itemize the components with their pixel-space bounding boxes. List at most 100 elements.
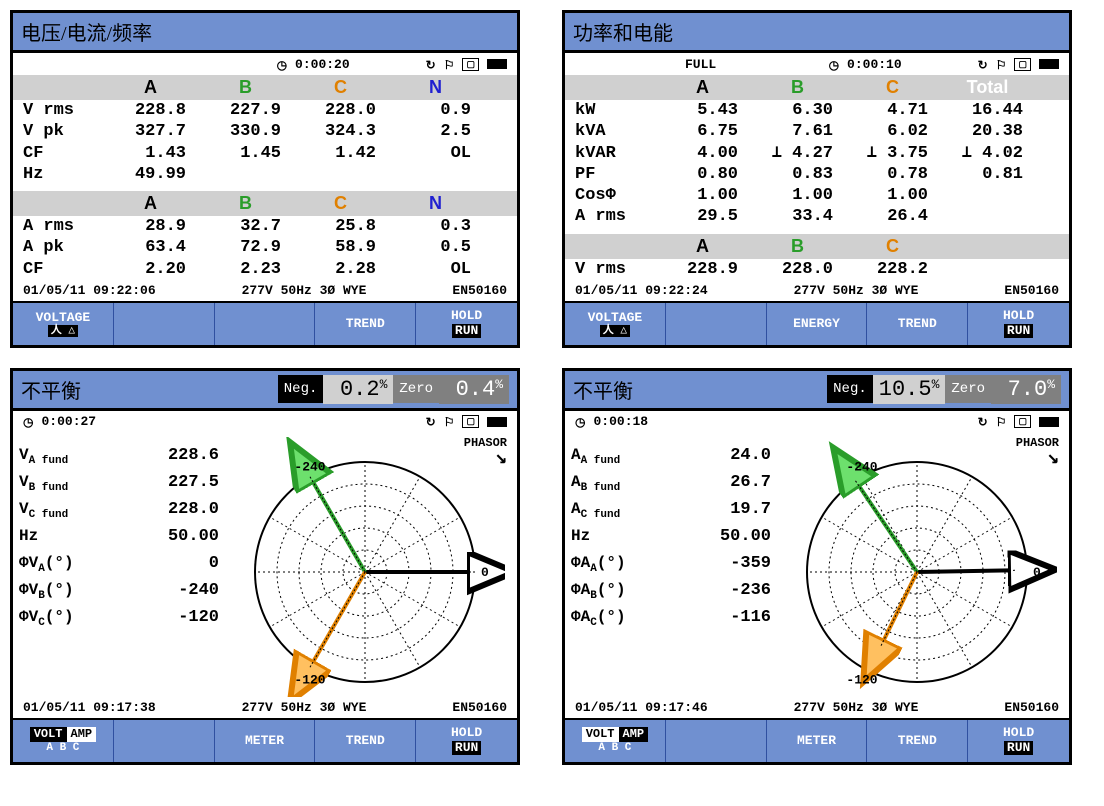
soft-keys: VOLTAMPA B C METER TREND HOLD RUN xyxy=(13,718,517,762)
softkey-trend[interactable]: TREND xyxy=(867,720,968,762)
neg-value: 10.5% xyxy=(873,375,946,404)
flag-icon xyxy=(444,414,455,429)
reading-row: Hz50.00 xyxy=(19,524,219,550)
softkey-volt-amp[interactable]: VOLTAMPA B C xyxy=(565,720,666,762)
title-bar: 不平衡 Neg. 0.2% Zero 0.4% xyxy=(13,371,517,411)
softkey-trend[interactable]: TREND xyxy=(315,720,416,762)
status-row: 0:00:20 ▢ xyxy=(13,53,517,75)
table-row: A rms 29.5 33.4 26.4 xyxy=(565,206,1069,227)
timer: 0:00:18 xyxy=(593,414,648,429)
col-a: A xyxy=(103,77,198,98)
config: 277V 50Hz 3Ø WYE xyxy=(242,283,367,298)
reading-row: Hz50.00 xyxy=(571,524,771,550)
reading-row: VA fund228.6 xyxy=(19,443,219,470)
readings-list: AA fund24.0AB fund26.7AC fund19.7Hz50.00… xyxy=(571,437,771,697)
phasor-svg: -240 -120 0 xyxy=(225,437,505,697)
softkey-volt-amp[interactable]: VOLTAMPA B C xyxy=(13,720,114,762)
softkey-voltage[interactable]: VOLTAGE 人 △ xyxy=(13,303,114,345)
softkey-energy[interactable]: ENERGY xyxy=(767,303,868,345)
table2-header: A B C N xyxy=(13,191,517,216)
table-row: kVAR 4.00 ⟂ 4.27 ⟂ 3.75 ⟂ 4.02 xyxy=(565,143,1069,164)
neg-label: Neg. xyxy=(827,375,873,403)
col-c: C xyxy=(293,77,388,98)
flag-icon xyxy=(444,57,455,72)
table-row: V rms 228.8 227.9 228.0 0.9 xyxy=(13,100,517,121)
softkey-hold-run[interactable]: HOLD RUN xyxy=(416,303,517,345)
svg-text:0: 0 xyxy=(481,565,489,580)
battery-icon xyxy=(1039,59,1059,69)
panel-unbalance-volt: 不平衡 Neg. 0.2% Zero 0.4% 0:00:27 ▢ VA fun… xyxy=(10,368,520,765)
status-row: 0:00:18 ▢ xyxy=(565,411,1069,433)
col-b: B xyxy=(198,77,293,98)
zero-value: 0.4% xyxy=(439,375,509,404)
softkey-hold-run[interactable]: HOLD RUN xyxy=(968,720,1069,762)
softkey-2[interactable] xyxy=(666,720,767,762)
table1-header: A B C Total xyxy=(565,75,1069,100)
timer: 0:00:27 xyxy=(41,414,96,429)
softkey-2[interactable] xyxy=(666,303,767,345)
reading-row: ΦVC(°)-120 xyxy=(19,605,219,632)
neg-label: Neg. xyxy=(278,375,324,403)
softkey-meter[interactable]: METER xyxy=(767,720,868,762)
panel-power: 功率和电能 FULL 0:00:10 ▢ A B C Total kW 5.43… xyxy=(562,10,1072,348)
phasor-diagram: PHASOR↘ -240 -120 0 xyxy=(219,437,511,697)
footer-info: 01/05/11 09:22:06 277V 50Hz 3Ø WYE EN501… xyxy=(13,280,517,301)
zero-label: Zero xyxy=(393,375,439,403)
table-row: CF 1.43 1.45 1.42 OL xyxy=(13,143,517,164)
svg-text:-240: -240 xyxy=(294,459,325,474)
softkey-meter[interactable]: METER xyxy=(215,720,316,762)
cycle-icon xyxy=(426,57,436,72)
softkey-hold-run[interactable]: HOLD RUN xyxy=(416,720,517,762)
reading-row: AB fund26.7 xyxy=(571,470,771,497)
flag-icon xyxy=(996,57,1007,72)
soft-keys: VOLTAGE 人 △ ENERGY TREND HOLD RUN xyxy=(565,301,1069,345)
softkey-hold-run[interactable]: HOLD RUN xyxy=(968,303,1069,345)
rec-icon: ▢ xyxy=(462,58,479,71)
reading-row: ΦAA(°)-359 xyxy=(571,551,771,578)
full-label: FULL xyxy=(685,57,716,72)
standard: EN50160 xyxy=(452,283,507,298)
reading-row: VC fund228.0 xyxy=(19,497,219,524)
softkey-2[interactable] xyxy=(114,720,215,762)
clock-icon xyxy=(829,57,839,72)
battery-icon xyxy=(487,417,507,427)
table1-body: kW 5.43 6.30 4.71 16.44kVA 6.75 7.61 6.0… xyxy=(565,100,1069,228)
neg-value: 0.2% xyxy=(323,375,393,404)
softkey-voltage[interactable]: VOLTAGE 人 △ xyxy=(565,303,666,345)
cycle-icon xyxy=(978,414,988,429)
reading-row: VB fund227.5 xyxy=(19,470,219,497)
table-row: CF 2.20 2.23 2.28 OL xyxy=(13,259,517,280)
reading-row: AA fund24.0 xyxy=(571,443,771,470)
title-bar: 电压/电流/频率 xyxy=(13,13,517,53)
table2-body: V rms 228.9 228.0 228.2 xyxy=(565,259,1069,280)
clock-icon xyxy=(575,414,585,429)
datetime: 01/05/11 09:22:06 xyxy=(23,283,156,298)
status-row: FULL 0:00:10 ▢ xyxy=(565,53,1069,75)
table-row: A pk 63.4 72.9 58.9 0.5 xyxy=(13,237,517,258)
cycle-icon xyxy=(978,57,988,72)
col-n: N xyxy=(388,77,483,98)
table2-body: A rms 28.9 32.7 25.8 0.3A pk 63.4 72.9 5… xyxy=(13,216,517,280)
rec-icon: ▢ xyxy=(1014,58,1031,71)
reading-row: AC fund19.7 xyxy=(571,497,771,524)
table-row: CosΦ 1.00 1.00 1.00 xyxy=(565,185,1069,206)
zero-value: 7.0% xyxy=(991,375,1061,404)
softkey-2[interactable] xyxy=(114,303,215,345)
softkey-trend[interactable]: TREND xyxy=(867,303,968,345)
svg-text:-120: -120 xyxy=(294,672,325,687)
rec-icon: ▢ xyxy=(1014,415,1031,428)
phasor-mode-label: PHASOR↘ xyxy=(464,437,507,469)
footer-info: 01/05/11 09:17:38 277V 50Hz 3Ø WYE EN501… xyxy=(13,697,517,718)
soft-keys: VOLTAMPA B C METER TREND HOLD RUN xyxy=(565,718,1069,762)
footer-info: 01/05/11 09:22:24 277V 50Hz 3Ø WYE EN501… xyxy=(565,280,1069,301)
softkey-3[interactable] xyxy=(215,303,316,345)
reading-row: ΦAB(°)-236 xyxy=(571,578,771,605)
flag-icon xyxy=(996,414,1007,429)
svg-text:0: 0 xyxy=(1033,565,1041,580)
table-row: PF 0.80 0.83 0.78 0.81 xyxy=(565,164,1069,185)
phasor-svg: -240-1200 xyxy=(777,437,1057,697)
softkey-trend[interactable]: TREND xyxy=(315,303,416,345)
table2-header: A B C xyxy=(565,234,1069,259)
table-row: kVA 6.75 7.61 6.02 20.38 xyxy=(565,121,1069,142)
phasor-diagram: PHASOR↘ -240-1200 xyxy=(771,437,1063,697)
